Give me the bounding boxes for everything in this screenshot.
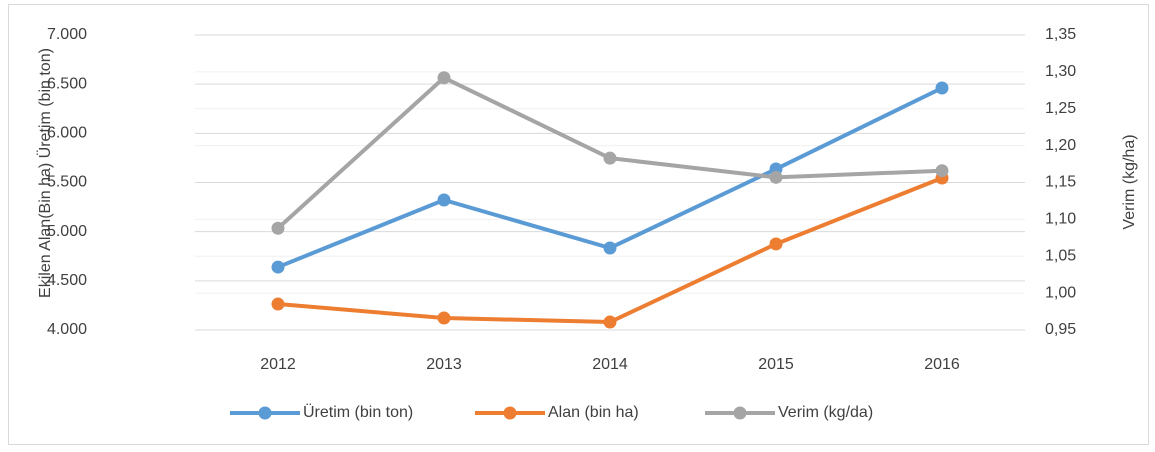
y2-tick-label: 1,20 xyxy=(1045,137,1076,154)
marker xyxy=(603,241,617,255)
y-tick-label: 6.000 xyxy=(47,125,87,142)
legend-marker xyxy=(503,406,517,420)
marker xyxy=(437,71,451,85)
marker xyxy=(769,170,783,184)
legend-label: Alan (bin ha) xyxy=(548,404,639,421)
y-axis-label: Ekilen Alan(Bin ha) Üretim (bin ton) xyxy=(37,48,54,298)
marker xyxy=(603,315,617,329)
y2-tick-label: 1,30 xyxy=(1045,63,1076,80)
x-tick-label: 2015 xyxy=(758,356,794,373)
legend-marker xyxy=(733,406,747,420)
chart-border xyxy=(8,4,1149,445)
y-tick-label: 5.000 xyxy=(47,223,87,240)
marker xyxy=(271,260,285,274)
marker xyxy=(437,193,451,207)
y2-tick-label: 1,25 xyxy=(1045,100,1076,117)
y2-tick-label: 1,00 xyxy=(1045,284,1076,301)
marker xyxy=(935,164,949,178)
y-tick-label: 7.000 xyxy=(47,26,87,43)
y2-tick-label: 1,15 xyxy=(1045,174,1076,191)
y2-tick-label: 1,35 xyxy=(1045,26,1076,43)
legend-marker xyxy=(258,406,272,420)
legend-label: Üretim (bin ton) xyxy=(303,403,413,421)
x-tick-label: 2014 xyxy=(592,356,628,373)
legend-label: Verim (kg/da) xyxy=(778,404,873,421)
marker xyxy=(271,221,285,235)
marker xyxy=(271,297,285,311)
y2-tick-label: 0,95 xyxy=(1045,321,1076,338)
y-tick-label: 5.500 xyxy=(47,174,87,191)
y2-tick-label: 1,05 xyxy=(1045,247,1076,264)
x-tick-label: 2012 xyxy=(260,356,296,373)
marker xyxy=(769,237,783,251)
marker xyxy=(437,311,451,325)
marker xyxy=(935,81,949,95)
x-tick-label: 2016 xyxy=(924,356,960,373)
y2-axis-label: Verim (kg/ha) xyxy=(1121,134,1138,230)
marker xyxy=(603,151,617,165)
y-tick-label: 4.500 xyxy=(47,272,87,289)
y-tick-label: 4.000 xyxy=(47,321,87,338)
x-tick-label: 2013 xyxy=(426,356,462,373)
y-tick-label: 6.500 xyxy=(47,75,87,92)
y2-tick-label: 1,10 xyxy=(1045,211,1076,228)
